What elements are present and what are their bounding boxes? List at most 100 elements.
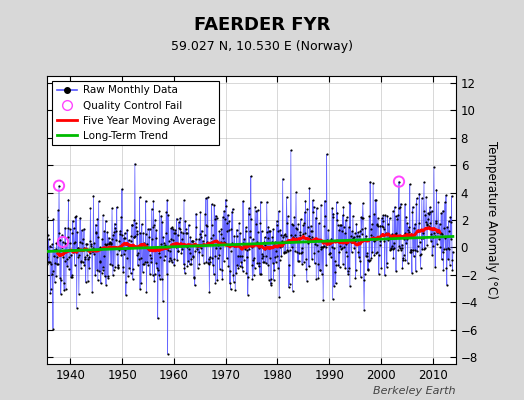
Point [107, 262, 116, 268]
Point [41, 251, 49, 258]
Point [252, 208, 260, 214]
Point [196, 209, 204, 215]
Point [182, 229, 191, 236]
Point [279, 234, 287, 240]
Point [202, 259, 211, 266]
Point [99, 212, 107, 218]
Point [312, 214, 320, 221]
Point [254, 229, 263, 235]
Point [419, 208, 428, 215]
Point [118, 186, 126, 192]
Point [331, 258, 339, 264]
Point [252, 241, 260, 247]
Point [286, 239, 294, 245]
Point [220, 208, 228, 214]
Point [380, 237, 388, 244]
Point [440, 225, 449, 232]
Point [302, 256, 310, 262]
Point [285, 284, 293, 290]
Point [67, 272, 75, 278]
Point [56, 236, 64, 243]
Point [208, 221, 216, 228]
Point [375, 241, 384, 248]
Point [429, 243, 437, 249]
Point [79, 236, 88, 242]
Point [69, 218, 77, 224]
Point [191, 248, 199, 254]
Point [399, 252, 408, 258]
Point [138, 241, 146, 248]
Point [210, 202, 219, 208]
Point [219, 234, 227, 241]
Point [385, 215, 394, 222]
Point [140, 240, 148, 246]
Point [57, 291, 65, 297]
Point [279, 232, 288, 238]
Point [281, 249, 290, 255]
Point [323, 237, 331, 243]
Point [89, 248, 97, 254]
Point [446, 214, 454, 221]
Point [112, 237, 120, 243]
Point [373, 220, 381, 227]
Point [119, 235, 128, 241]
Point [421, 211, 430, 218]
Point [181, 218, 190, 224]
Point [367, 255, 376, 262]
Point [293, 226, 301, 232]
Point [272, 218, 281, 224]
Point [79, 245, 88, 251]
Point [113, 262, 122, 268]
Point [99, 266, 107, 273]
Point [91, 272, 100, 278]
Point [170, 256, 179, 262]
Point [362, 232, 370, 239]
Point [169, 230, 178, 236]
Point [185, 246, 193, 253]
Point [243, 254, 251, 260]
Point [426, 204, 434, 210]
Point [418, 246, 427, 252]
Point [187, 255, 195, 262]
Point [412, 268, 420, 274]
Point [186, 250, 194, 256]
Point [181, 226, 190, 232]
Point [172, 216, 181, 222]
Point [67, 252, 75, 258]
Point [429, 226, 437, 232]
Point [292, 189, 300, 196]
Point [99, 263, 107, 270]
Point [271, 254, 279, 260]
Point [197, 234, 205, 240]
Point [283, 213, 292, 220]
Point [407, 248, 415, 255]
Point [265, 228, 274, 234]
Point [356, 274, 365, 280]
Point [210, 271, 218, 278]
Point [216, 239, 225, 246]
Point [226, 268, 234, 274]
Point [276, 257, 284, 264]
Point [408, 270, 416, 276]
Point [321, 213, 330, 220]
Point [264, 235, 272, 241]
Point [398, 265, 407, 271]
Point [84, 278, 92, 284]
Point [428, 208, 436, 214]
Point [234, 252, 242, 259]
Point [350, 245, 358, 251]
Point [412, 195, 421, 202]
Point [83, 252, 92, 258]
Point [165, 238, 173, 244]
Point [312, 205, 321, 211]
Point [162, 271, 171, 277]
Point [159, 298, 167, 304]
Point [382, 230, 390, 236]
Point [303, 206, 311, 212]
Point [241, 244, 249, 250]
Point [131, 232, 139, 239]
Point [52, 273, 60, 280]
Point [235, 242, 243, 249]
Point [254, 263, 263, 270]
Point [62, 256, 71, 262]
